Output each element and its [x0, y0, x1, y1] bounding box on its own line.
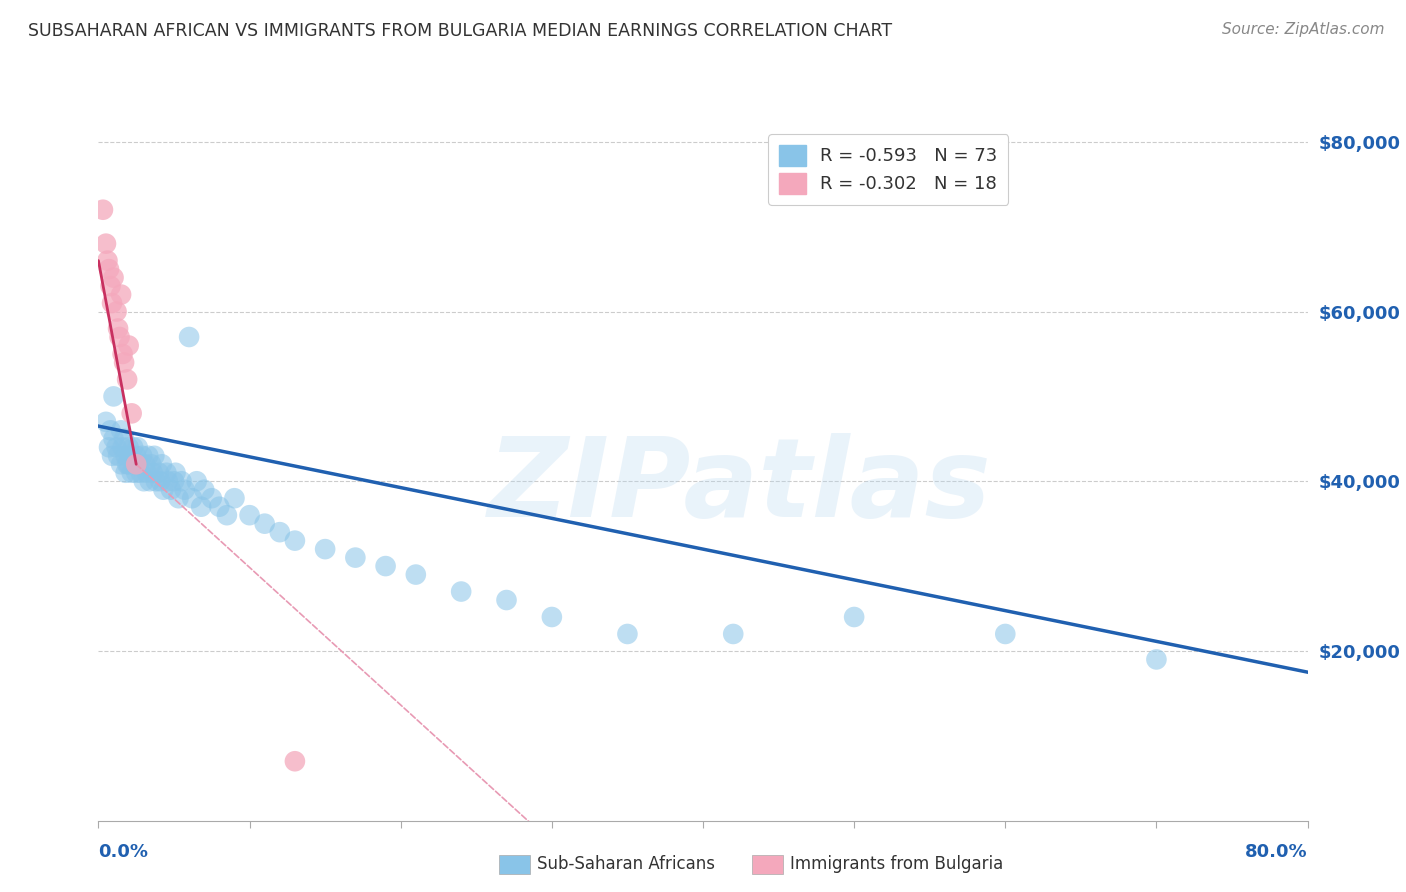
Point	[148, 466, 170, 480]
Point	[136, 449, 159, 463]
Point	[100, 279, 122, 293]
Point	[152, 483, 174, 497]
Point	[163, 475, 186, 489]
Text: SUBSAHARAN AFRICAN VS IMMIGRANTS FROM BULGARIA MEDIAN EARNINGS CORRELATION CHART: SUBSAHARAN AFRICAN VS IMMIGRANTS FROM BU…	[28, 22, 893, 40]
Point	[125, 466, 148, 480]
Point	[844, 610, 866, 624]
Point	[103, 270, 125, 285]
Point	[98, 262, 121, 277]
Point	[118, 457, 141, 471]
Point	[134, 457, 156, 471]
Point	[107, 449, 129, 463]
Point	[173, 483, 195, 497]
Point	[253, 516, 276, 531]
Point	[284, 533, 307, 548]
Point	[239, 508, 262, 523]
Point	[141, 457, 163, 471]
Point	[284, 754, 307, 768]
Point	[128, 457, 150, 471]
Point	[142, 466, 165, 480]
Point	[94, 236, 117, 251]
Point	[115, 372, 138, 386]
Point	[120, 449, 142, 463]
Point	[115, 457, 138, 471]
Point	[91, 202, 114, 217]
Point	[132, 475, 155, 489]
Point	[98, 440, 121, 454]
Point	[103, 389, 125, 403]
Point	[269, 525, 291, 540]
Point	[160, 483, 183, 497]
Point	[179, 330, 201, 344]
Point	[96, 253, 118, 268]
Text: Immigrants from Bulgaria: Immigrants from Bulgaria	[790, 855, 1004, 873]
Point	[190, 500, 212, 514]
Point	[129, 466, 152, 480]
Point	[156, 475, 179, 489]
Point	[143, 449, 166, 463]
Point	[110, 287, 132, 301]
Point	[405, 567, 427, 582]
Point	[112, 432, 135, 446]
Point	[118, 440, 141, 454]
Point	[150, 457, 173, 471]
Text: 80.0%: 80.0%	[1244, 843, 1308, 861]
Legend: R = -0.593   N = 73, R = -0.302   N = 18: R = -0.593 N = 73, R = -0.302 N = 18	[768, 134, 1008, 204]
Point	[224, 491, 246, 506]
Point	[170, 475, 193, 489]
Point	[111, 440, 134, 454]
Point	[114, 449, 136, 463]
Point	[118, 338, 141, 352]
Point	[114, 466, 136, 480]
Point	[344, 550, 367, 565]
Point	[112, 355, 135, 369]
Point	[121, 406, 143, 420]
Point	[201, 491, 224, 506]
Point	[107, 321, 129, 335]
Point	[193, 483, 215, 497]
Point	[186, 475, 208, 489]
Point	[167, 491, 190, 506]
Point	[125, 457, 148, 471]
Point	[122, 440, 145, 454]
Point	[100, 423, 122, 437]
Text: Sub-Saharan Africans: Sub-Saharan Africans	[537, 855, 716, 873]
Point	[101, 296, 124, 310]
Point	[374, 559, 396, 574]
Point	[994, 627, 1017, 641]
Point	[127, 440, 149, 454]
Point	[145, 475, 167, 489]
Point	[108, 330, 131, 344]
Point	[105, 440, 128, 454]
Point	[723, 627, 745, 641]
Point	[94, 415, 117, 429]
Text: ZIPatlas: ZIPatlas	[488, 434, 991, 541]
Point	[208, 500, 231, 514]
Point	[105, 304, 128, 318]
Point	[110, 423, 132, 437]
Point	[149, 475, 172, 489]
Text: Source: ZipAtlas.com: Source: ZipAtlas.com	[1222, 22, 1385, 37]
Point	[181, 491, 204, 506]
Point	[110, 457, 132, 471]
Point	[495, 593, 517, 607]
Point	[125, 449, 148, 463]
Point	[165, 466, 187, 480]
Point	[101, 449, 124, 463]
Point	[139, 475, 162, 489]
Point	[121, 466, 143, 480]
Point	[450, 584, 472, 599]
Point	[616, 627, 638, 641]
Point	[215, 508, 238, 523]
Point	[111, 347, 134, 361]
Point	[103, 432, 125, 446]
Point	[540, 610, 562, 624]
Point	[131, 449, 153, 463]
Point	[155, 466, 177, 480]
Text: 0.0%: 0.0%	[98, 843, 149, 861]
Point	[1144, 652, 1167, 666]
Point	[124, 457, 146, 471]
Point	[314, 542, 336, 557]
Point	[135, 466, 157, 480]
